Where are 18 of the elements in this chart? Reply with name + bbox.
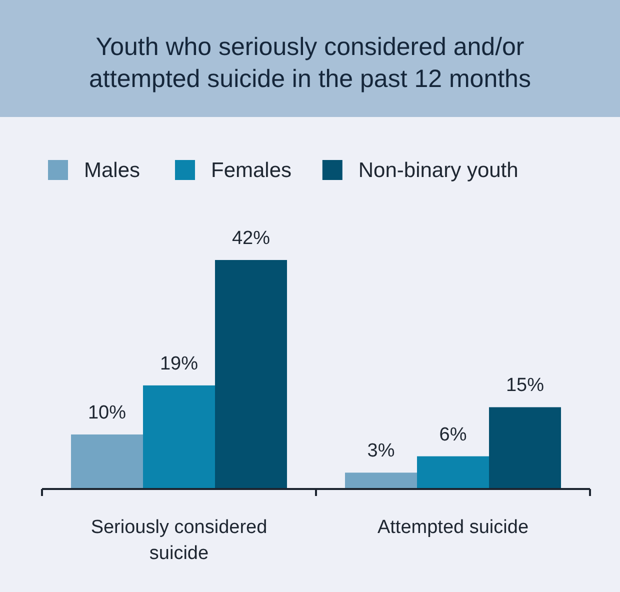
x-tick-label: Seriously considered suicide [90,517,268,564]
bar [489,407,561,489]
data-label: 3% [367,440,395,462]
data-label: 6% [439,424,467,446]
bar [215,260,287,489]
bar [71,434,143,489]
x-tick-label: Attempted suicide [377,517,529,538]
data-label: 15% [506,375,544,396]
chart-title: Youth who seriously considered and/or attempted suicide in the past 12 months [89,33,531,93]
data-label: 10% [88,402,126,424]
legend-label: Females [211,159,292,182]
data-label: 42% [232,228,270,249]
bar [417,456,489,489]
legend-label: Males [84,159,140,182]
legend-label: Non-binary youth [358,159,518,182]
bar [143,385,215,489]
bar [345,472,417,489]
data-label: 19% [160,353,198,374]
